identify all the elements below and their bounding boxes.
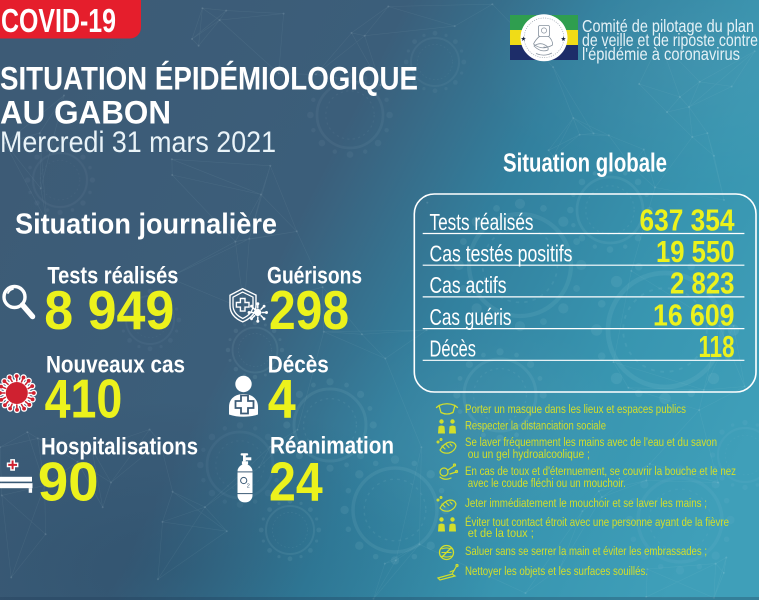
svg-text:Porter un masque dans les lieu: Porter un masque dans les lieux et espac… [465,402,686,416]
svg-text:Comité de pilotage du plan: Comité de pilotage du plan [582,16,754,36]
svg-text:4: 4 [268,369,297,430]
svg-text:Cas actifs: Cas actifs [430,272,507,298]
svg-text:8 949: 8 949 [44,280,174,341]
svg-text:de veille et de riposte contre: de veille et de riposte contre [582,30,758,50]
svg-text:Saluer sans se serrer la main: Saluer sans se serrer la main et éviter … [465,544,707,558]
svg-text:Se laver fréquemment les mains: Se laver fréquemment les mains avec de l… [465,435,717,449]
svg-text:Mercredi 31 mars 2021: Mercredi 31 mars 2021 [0,126,276,159]
svg-text:2 823: 2 823 [670,266,735,301]
svg-text:24: 24 [269,451,323,512]
svg-text:Jeter immédiatement le mouchoi: Jeter immédiatement le mouchoir et se la… [465,496,707,510]
svg-text:En cas de toux et d'éternuemen: En cas de toux et d'éternuement, se couv… [465,464,736,478]
svg-text:2: 2 [247,484,250,490]
svg-text:Décès: Décès [430,336,477,362]
svg-text:90: 90 [38,452,99,513]
svg-text:298: 298 [269,280,349,341]
svg-text:Situation globale: Situation globale [503,150,667,178]
svg-text:Cas guéris: Cas guéris [430,304,512,330]
svg-text:Cas testés positifs: Cas testés positifs [430,241,573,267]
svg-text:★: ★ [521,35,527,43]
svg-text:★: ★ [561,35,567,43]
svg-text:Décès: Décès [268,351,329,378]
svg-text:AU GABON: AU GABON [0,95,171,131]
svg-text:SITUATION ÉPIDÉMIOLOGIQUE: SITUATION ÉPIDÉMIOLOGIQUE [0,61,418,97]
svg-text:Nouveaux cas: Nouveaux cas [46,351,185,378]
svg-text:Respecter la distanciation soc: Respecter la distanciation sociale [465,418,606,432]
svg-text:118: 118 [699,329,735,364]
svg-text:637 354: 637 354 [640,202,736,237]
svg-text:l'épidémie à coronavirus: l'épidémie à coronavirus [582,44,740,64]
svg-text:410: 410 [45,369,123,430]
svg-text:Situation journalière: Situation journalière [15,209,277,241]
svg-text:COVID-19: COVID-19 [1,2,116,39]
svg-text:avec le coude fléchi ou un mou: avec le coude fléchi ou un mouchoir. [468,476,626,490]
svg-text:ou un gel hydroalcoolique ;: ou un gel hydroalcoolique ; [468,447,590,461]
svg-text:Guérisons: Guérisons [267,263,362,290]
svg-text:et de la toux ;: et de la toux ; [468,526,534,540]
svg-text:Tests réalisés: Tests réalisés [430,209,534,235]
svg-text:Tests réalisés: Tests réalisés [47,263,178,290]
svg-text:Hospitalisations: Hospitalisations [41,434,198,461]
svg-text:Éviter tout contact étroit ave: Éviter tout contact étroit avec une pers… [465,514,729,529]
svg-text:19 550: 19 550 [656,234,735,269]
svg-text:Réanimation: Réanimation [270,433,394,460]
svg-text:16 609: 16 609 [653,297,735,332]
svg-text:Nettoyer les objets et les sur: Nettoyer les objets et les surfaces soui… [465,564,648,578]
